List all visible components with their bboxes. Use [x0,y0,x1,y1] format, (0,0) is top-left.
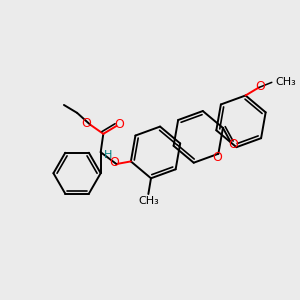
Text: O: O [229,139,238,152]
Text: CH₃: CH₃ [276,77,296,87]
Text: O: O [255,80,265,93]
Text: H: H [104,150,113,160]
Text: O: O [109,156,119,169]
Text: O: O [212,151,222,164]
Text: CH₃: CH₃ [138,196,159,206]
Text: O: O [114,118,124,131]
Text: O: O [81,117,91,130]
